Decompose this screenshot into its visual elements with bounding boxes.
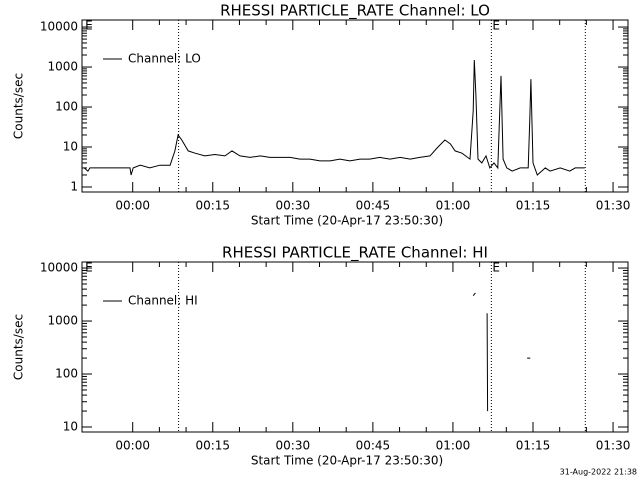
x-tick-label: 00:15	[195, 439, 230, 453]
x-tick-label: 00:15	[195, 199, 230, 213]
chart-title: RHESSI PARTICLE_RATE Channel: LO	[220, 2, 490, 21]
data-line	[83, 59, 585, 176]
legend-label: Channel: HI	[128, 294, 198, 308]
x-tick-label: 00:00	[115, 439, 150, 453]
x-tick-label: 01:15	[516, 439, 551, 453]
y-tick-label: 100	[55, 367, 78, 381]
x-tick-label: 01:15	[516, 199, 551, 213]
legend-label: Channel: LO	[128, 52, 201, 66]
x-tick-label: 01:00	[436, 199, 471, 213]
y-tick-label: 1	[70, 180, 78, 194]
annotation: E	[492, 19, 500, 33]
y-tick-label: 10000	[40, 261, 78, 275]
x-tick-label: 01:30	[596, 199, 631, 213]
x-tick-label: 00:30	[276, 439, 311, 453]
x-axis-label: Start Time (20-Apr-17 23:50:30)	[251, 214, 443, 228]
annotation: E	[492, 261, 500, 275]
x-tick-label: 01:30	[596, 439, 631, 453]
x-tick-label: 00:00	[115, 199, 150, 213]
x-tick-label: 00:30	[276, 199, 311, 213]
y-tick-label: 10	[63, 140, 78, 154]
y-tick-label: 1000	[47, 314, 78, 328]
y-tick-label: 10000	[40, 20, 78, 34]
y-axis-label: Counts/sec	[12, 73, 26, 139]
plot-frame	[81, 19, 629, 193]
y-tick-label: 10	[63, 420, 78, 434]
footer: 31-Aug-2022 21:38	[560, 468, 637, 477]
y-tick-label: 100	[55, 100, 78, 114]
plot-frame	[81, 261, 629, 433]
x-tick-label: 01:00	[436, 439, 471, 453]
data-line	[472, 292, 531, 412]
annotation: E	[85, 19, 93, 33]
x-tick-label: 00:45	[356, 199, 391, 213]
x-tick-label: 00:45	[356, 439, 391, 453]
chart-title: RHESSI PARTICLE_RATE Channel: HI	[222, 244, 488, 263]
annotation: E	[85, 261, 93, 275]
x-axis-label: Start Time (20-Apr-17 23:50:30)	[251, 454, 443, 468]
y-axis-label: Counts/sec	[12, 314, 26, 380]
y-tick-label: 1000	[47, 60, 78, 74]
